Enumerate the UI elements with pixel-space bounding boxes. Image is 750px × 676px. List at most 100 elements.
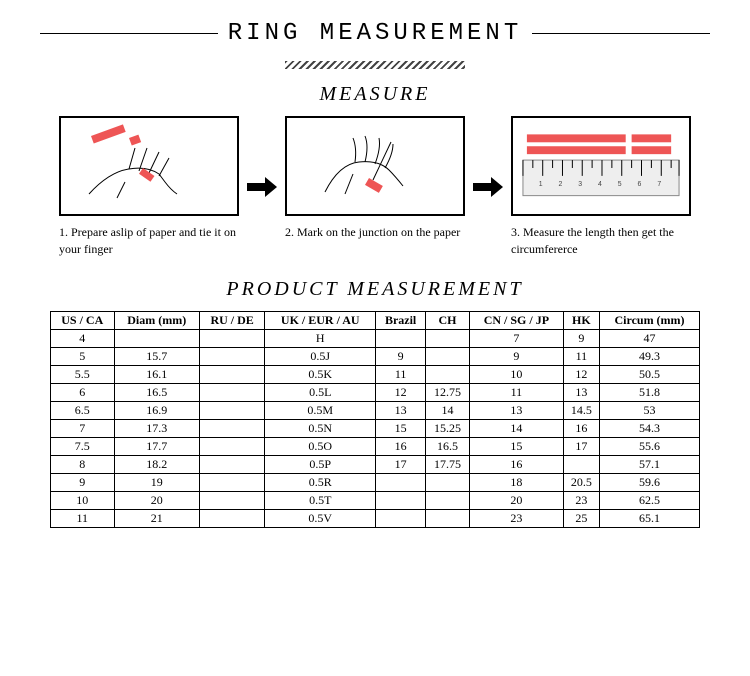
table-cell: 11 [469, 384, 563, 402]
column-header: CH [425, 312, 469, 330]
table-cell [425, 510, 469, 528]
table-cell: 54.3 [600, 420, 700, 438]
table-row: 5.516.10.5K11101250.5 [51, 366, 700, 384]
table-cell: 20.5 [563, 474, 599, 492]
table-row: 4 H 7947 [51, 330, 700, 348]
svg-text:1: 1 [539, 181, 543, 188]
table-cell: 0.5V [265, 510, 376, 528]
table-cell: 15.25 [425, 420, 469, 438]
column-header: RU / DE [200, 312, 265, 330]
column-header: US / CA [51, 312, 115, 330]
table-cell: 14 [425, 402, 469, 420]
step-1-caption: 1. Prepare aslip of paper and tie it on … [59, 224, 239, 258]
table-cell [200, 348, 265, 366]
table-cell [376, 510, 426, 528]
table-cell: 21 [114, 510, 200, 528]
table-cell: 18.2 [114, 456, 200, 474]
table-cell: 17.75 [425, 456, 469, 474]
table-cell: 11 [563, 348, 599, 366]
column-header: UK / EUR / AU [265, 312, 376, 330]
step-2-caption: 2. Mark on the junction on the paper [285, 224, 465, 258]
size-table: US / CADiam (mm)RU / DEUK / EUR / AUBraz… [50, 311, 700, 528]
table-cell: 17.3 [114, 420, 200, 438]
table-cell: 50.5 [600, 366, 700, 384]
table-cell: 11 [376, 366, 426, 384]
table-cell: 62.5 [600, 492, 700, 510]
table-cell: 13 [563, 384, 599, 402]
table-row: 616.50.5L1212.75111351.8 [51, 384, 700, 402]
table-cell: 55.6 [600, 438, 700, 456]
table-cell: 16 [469, 456, 563, 474]
table-row: 717.30.5N1515.25141654.3 [51, 420, 700, 438]
table-cell [200, 474, 265, 492]
table-cell: 16.5 [114, 384, 200, 402]
column-header: HK [563, 312, 599, 330]
table-cell: 18 [469, 474, 563, 492]
divider-left [40, 33, 218, 34]
table-cell [200, 510, 265, 528]
table-cell: 16.5 [425, 438, 469, 456]
table-cell [376, 474, 426, 492]
table-cell: 16.9 [114, 402, 200, 420]
column-header: Circum (mm) [600, 312, 700, 330]
table-cell: 9 [376, 348, 426, 366]
table-cell [376, 330, 426, 348]
table-row: 515.70.5J991149.3 [51, 348, 700, 366]
table-cell: 7 [469, 330, 563, 348]
svg-text:2: 2 [559, 181, 563, 188]
column-header: Diam (mm) [114, 312, 200, 330]
table-cell: 23 [563, 492, 599, 510]
svg-text:3: 3 [578, 181, 582, 188]
table-cell: 16 [376, 438, 426, 456]
table-cell: 15 [376, 420, 426, 438]
table-cell: 13 [376, 402, 426, 420]
table-cell: 47 [600, 330, 700, 348]
table-cell: 13 [469, 402, 563, 420]
table-cell: 16 [563, 420, 599, 438]
table-cell: 4 [51, 330, 115, 348]
table-cell: 0.5K [265, 366, 376, 384]
table-cell [200, 438, 265, 456]
table-cell: 8 [51, 456, 115, 474]
table-cell: 0.5T [265, 492, 376, 510]
divider-right [532, 33, 710, 34]
table-cell: 0.5L [265, 384, 376, 402]
column-header: Brazil [376, 312, 426, 330]
table-cell [425, 492, 469, 510]
table-row: 6.516.90.5M13141314.553 [51, 402, 700, 420]
svg-text:7: 7 [657, 181, 661, 188]
table-cell: 16.1 [114, 366, 200, 384]
table-cell: 0.5M [265, 402, 376, 420]
arrow-icon [247, 177, 277, 197]
table-row: 11210.5V232565.1 [51, 510, 700, 528]
page-title: RING MEASUREMENT [228, 20, 522, 47]
table-cell: 17.7 [114, 438, 200, 456]
table-cell [425, 366, 469, 384]
table-cell: 15.7 [114, 348, 200, 366]
table-cell: 57.1 [600, 456, 700, 474]
product-heading: PRODUCT MEASUREMENT [0, 278, 750, 301]
table-cell: 25 [563, 510, 599, 528]
table-cell: 9 [563, 330, 599, 348]
table-cell: 6.5 [51, 402, 115, 420]
table-cell: 12 [376, 384, 426, 402]
table-cell: 7.5 [51, 438, 115, 456]
table-cell: 10 [469, 366, 563, 384]
table-cell [200, 492, 265, 510]
table-cell [114, 330, 200, 348]
table-cell: 0.5P [265, 456, 376, 474]
table-cell [200, 456, 265, 474]
table-cell [425, 474, 469, 492]
table-cell [376, 492, 426, 510]
table-cell [563, 456, 599, 474]
table-cell: 11 [51, 510, 115, 528]
hatch-decoration [285, 61, 465, 69]
table-cell: 0.5O [265, 438, 376, 456]
table-cell: 7 [51, 420, 115, 438]
table-cell [200, 366, 265, 384]
table-cell: 14.5 [563, 402, 599, 420]
table-cell: 10 [51, 492, 115, 510]
table-cell: 0.5J [265, 348, 376, 366]
svg-text:5: 5 [618, 181, 622, 188]
table-cell: H [265, 330, 376, 348]
